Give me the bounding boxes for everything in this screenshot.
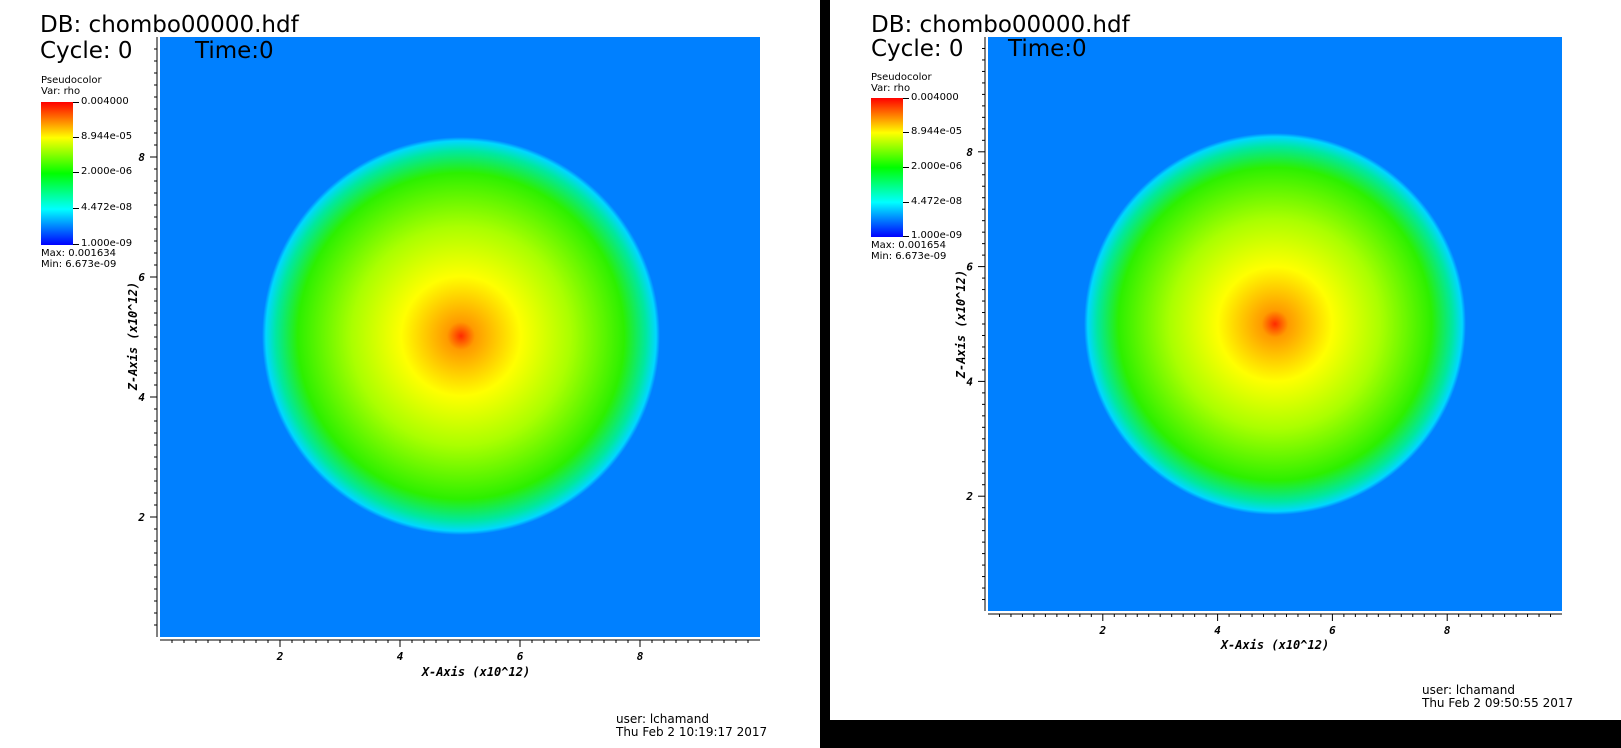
plot-axes: 2 4 6 8 2 4 6 8 — [965, 37, 1562, 637]
legend-tick-label: 0.004000 — [81, 96, 129, 107]
timestamp: Thu Feb 2 09:50:55 2017 — [1422, 696, 1574, 710]
y-axis-tick-label: 2 — [137, 511, 145, 524]
visualization-window-left: 2 4 6 8 2 4 6 8 X-Axis (x10^12) Z-Axis (x10^12)… — [0, 0, 820, 748]
legend-colorbar — [871, 98, 903, 237]
legend-tick-label: 1.000e-09 — [81, 238, 133, 249]
density-sphere — [1084, 133, 1466, 515]
pseudocolor-plot-right[interactable]: 2 4 6 8 2 4 6 8 X-Axis (x10^12) Z-Axis (x10^12) — [830, 0, 1621, 720]
window-divider — [820, 0, 830, 748]
x-axis-tick-label: 6 — [1329, 624, 1336, 637]
legend-tick-label: 8.944e-05 — [81, 131, 133, 142]
y-axis-tick-label: 4 — [966, 375, 973, 388]
legend-tick-label: 4.472e-08 — [911, 196, 963, 207]
x-axis-title: X-Axis (x10^12) — [1220, 638, 1329, 652]
x-axis-tick-label: 8 — [637, 650, 644, 663]
y-axis-tick-label: 6 — [966, 261, 973, 274]
x-axis-tick-label: 8 — [1444, 624, 1451, 637]
legend-min: Min: 6.673e-09 — [871, 251, 947, 262]
x-axis-tick-label: 6 — [517, 650, 524, 663]
y-axis-tick-label: 4 — [138, 391, 145, 404]
cycle-label: Cycle: 0 — [871, 36, 964, 62]
x-axis-title: X-Axis (x10^12) — [421, 665, 530, 679]
y-axis-title: Z-Axis (x10^12) — [126, 282, 140, 391]
legend-tick-label: 0.004000 — [911, 92, 959, 103]
legend-variable: Var: rho — [41, 86, 81, 97]
legend-tick-label: 1.000e-09 — [911, 230, 963, 241]
plot-axes: 2 4 6 8 2 4 6 8 — [137, 37, 760, 663]
y-axis-tick-label: 2 — [965, 490, 973, 503]
database-title: DB: chombo00000.hdf — [871, 12, 1130, 38]
x-axis-tick-label: 4 — [397, 650, 404, 663]
cycle-label: Cycle: 0 — [40, 38, 133, 64]
legend-tick-label: 8.944e-05 — [911, 126, 963, 137]
y-axis-tick-label: 6 — [138, 271, 145, 284]
pseudocolor-plot-left[interactable]: 2 4 6 8 2 4 6 8 X-Axis (x10^12) Z-Axis (x10^12) — [0, 0, 820, 748]
x-axis-tick-label: 4 — [1214, 624, 1221, 637]
x-axis-tick-label: 2 — [276, 650, 284, 663]
time-label: Time:0 — [195, 38, 274, 64]
legend-variable: Var: rho — [871, 83, 911, 94]
legend-max: Max: 0.001634 — [41, 248, 116, 259]
legend-plot-type: Pseudocolor — [871, 72, 932, 83]
density-sphere — [262, 137, 660, 535]
legend-min: Min: 6.673e-09 — [41, 259, 117, 270]
legend-colorbar — [41, 102, 73, 245]
legend-max: Max: 0.001654 — [871, 240, 946, 251]
legend-tick-label: 4.472e-08 — [81, 202, 133, 213]
user-label: user: lchamand — [616, 712, 709, 726]
database-title: DB: chombo00000.hdf — [40, 12, 299, 38]
time-label: Time:0 — [1008, 36, 1087, 62]
timestamp: Thu Feb 2 10:19:17 2017 — [616, 725, 768, 739]
visualization-window-right: 2 4 6 8 2 4 6 8 X-Axis (x10^12) Z-Axis (x10^12)… — [830, 0, 1621, 720]
y-axis-tick-label: 8 — [966, 146, 973, 159]
legend-tick-label: 2.000e-06 — [911, 161, 963, 172]
user-label: user: lchamand — [1422, 683, 1515, 697]
x-axis-tick-label: 2 — [1098, 624, 1106, 637]
y-axis-title: Z-Axis (x10^12) — [954, 270, 968, 379]
legend-plot-type: Pseudocolor — [41, 75, 102, 86]
y-axis-tick-label: 8 — [138, 151, 145, 164]
legend-tick-label: 2.000e-06 — [81, 166, 133, 177]
window-background — [820, 720, 1621, 748]
